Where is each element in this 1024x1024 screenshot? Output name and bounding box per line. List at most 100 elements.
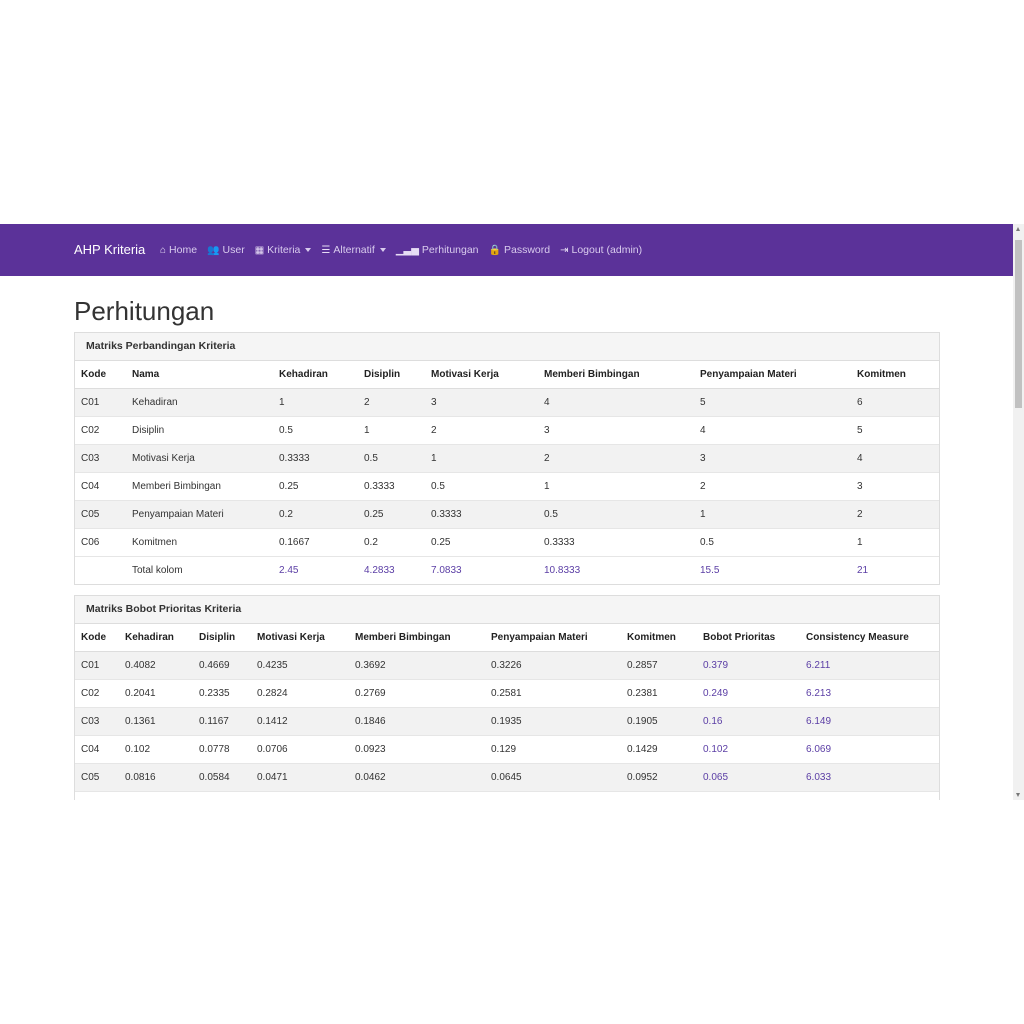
table-cell: 0.102: [697, 735, 800, 764]
scrollbar-thumb[interactable]: [1015, 240, 1022, 408]
table-cell: 6.211: [800, 651, 939, 680]
table-cell: 0.0778: [193, 735, 251, 764]
table-cell: 0.0308: [349, 791, 485, 800]
table-cell: 0.3333: [273, 444, 358, 473]
table-cell: 3: [694, 444, 851, 473]
column-header: Motivasi Kerja: [251, 624, 349, 652]
table-cell: Motivasi Kerja: [126, 444, 273, 473]
table-cell: Komitmen: [126, 528, 273, 557]
scroll-down-arrow-icon[interactable]: [1016, 793, 1020, 797]
table-cell: 0.0353: [251, 791, 349, 800]
table-cell: 0.1429: [621, 735, 697, 764]
column-header: Kehadiran: [273, 361, 358, 389]
table-row: C02 Disiplin 0.5 1 2 3 4 5: [75, 416, 939, 445]
nav-item-kriteria[interactable]: ▦ Kriteria: [255, 244, 312, 256]
table-cell: 0.0952: [621, 763, 697, 792]
total-cell: 15.5: [694, 556, 851, 584]
table-cell: 0.1846: [349, 707, 485, 736]
nav-item-label: Kriteria: [267, 244, 301, 256]
table-cell: 0.2769: [349, 679, 485, 708]
table-cell: 0.4082: [119, 651, 193, 680]
table-cell: C06: [75, 791, 119, 800]
table-cell: 0.102: [119, 735, 193, 764]
table-cell: 6: [851, 388, 939, 417]
table-cell: 0.2381: [621, 679, 697, 708]
table-icon: ▦: [254, 244, 265, 256]
table-cell: 1: [358, 416, 425, 445]
comparison-matrix-table: Kode Nama Kehadiran Disiplin Motivasi Kerja M…: [75, 361, 939, 584]
users-icon: 👥: [207, 244, 220, 256]
table-cell: 2: [851, 500, 939, 529]
list-icon: ☰: [321, 244, 331, 256]
table-cell: 0.0476: [621, 791, 697, 800]
nav-item-label: Logout (admin): [571, 244, 643, 256]
panel-matriks-bobot: Matriks Bobot Prioritas Kriteria Kode Keh…: [74, 595, 940, 800]
scroll-up-arrow-icon[interactable]: [1016, 227, 1020, 231]
column-header: Penyampaian Materi: [694, 361, 851, 389]
table-cell: C03: [75, 444, 126, 473]
table-row: C03 0.1361 0.1167 0.1412 0.1846 0.1935 0.1905 0…: [75, 707, 939, 736]
table-cell: 2: [425, 416, 538, 445]
table-cell: 4: [538, 388, 694, 417]
table-cell: 0.2: [358, 528, 425, 557]
total-cell: 21: [851, 556, 939, 584]
column-header: Consistency Measure: [800, 624, 939, 652]
table-cell: C04: [75, 472, 126, 501]
table-cell: 0.5: [273, 416, 358, 445]
table-cell: 0.068: [119, 791, 193, 800]
table-row: C04 0.102 0.0778 0.0706 0.0923 0.129 0.1429 0.1…: [75, 735, 939, 764]
table-cell: 3: [538, 416, 694, 445]
logout-icon: ⇥: [560, 244, 569, 256]
table-cell: 0.1167: [193, 707, 251, 736]
table-cell: 0.4669: [193, 651, 251, 680]
table-row: C06 Komitmen 0.1667 0.2 0.25 0.3333 0.5 1: [75, 528, 939, 557]
table-cell: Memberi Bimbingan: [126, 472, 273, 501]
table-cell: 2: [358, 388, 425, 417]
table-cell: C02: [75, 416, 126, 445]
table-row: C01 Kehadiran 1 2 3 4 5 6: [75, 388, 939, 417]
table-cell: 4: [694, 416, 851, 445]
nav-item-perhitungan[interactable]: ▁▃▅ Perhitungan: [396, 244, 479, 256]
table-cell: 0.2335: [193, 679, 251, 708]
table-cell: 6.213: [800, 679, 939, 708]
table-cell: 0.0706: [251, 735, 349, 764]
table-cell: C01: [75, 388, 126, 417]
nav-item-user[interactable]: 👥 User: [207, 244, 245, 256]
navbar-brand[interactable]: AHP Kriteria: [74, 242, 146, 257]
nav-item-alternatif[interactable]: ☰ Alternatif: [321, 244, 386, 256]
table-cell: 0.5: [358, 444, 425, 473]
nav-item-logout[interactable]: ⇥ Logout (admin): [560, 244, 642, 256]
column-header: Komitmen: [621, 624, 697, 652]
bar-chart-icon: ▁▃▅: [395, 244, 419, 256]
panel-heading: Matriks Perbandingan Kriteria: [75, 333, 939, 361]
table-cell: 0.5: [538, 500, 694, 529]
column-header: Bobot Prioritas: [697, 624, 800, 652]
nav-menu: ⌂ Home 👥 User ▦ Kriteria ☰ Alternatif ▁▃…: [160, 244, 642, 256]
table-header-row: Kode Nama Kehadiran Disiplin Motivasi Kerja M…: [75, 361, 939, 389]
total-cell: 10.8333: [538, 556, 694, 584]
table-cell: 0.25: [358, 500, 425, 529]
table-cell: 0.3333: [358, 472, 425, 501]
table-cell: 0.043: [697, 791, 800, 800]
column-header: Nama: [126, 361, 273, 389]
table-cell: C02: [75, 679, 119, 708]
table-cell: 0.5: [694, 528, 851, 557]
table-row: C01 0.4082 0.4669 0.4235 0.3692 0.3226 0.2857 0…: [75, 651, 939, 680]
table-cell: 1: [538, 472, 694, 501]
nav-item-password[interactable]: 🔒 Password: [489, 244, 551, 256]
nav-item-home[interactable]: ⌂ Home: [160, 244, 197, 256]
table-cell: 1: [694, 500, 851, 529]
table-cell: C05: [75, 500, 126, 529]
vertical-scrollbar[interactable]: [1013, 224, 1024, 800]
table-row: C02 0.2041 0.2335 0.2824 0.2769 0.2581 0.2381 0…: [75, 679, 939, 708]
table-cell: 0.0923: [349, 735, 485, 764]
table-cell: 0.0816: [119, 763, 193, 792]
table-cell: 1: [273, 388, 358, 417]
total-cell: 2.45: [273, 556, 358, 584]
table-cell: 0.5: [425, 472, 538, 501]
column-header: Motivasi Kerja: [425, 361, 538, 389]
table-cell: 5: [851, 416, 939, 445]
panel-heading: Matriks Bobot Prioritas Kriteria: [75, 596, 939, 624]
table-cell: 0.0584: [193, 763, 251, 792]
table-cell: 2: [694, 472, 851, 501]
